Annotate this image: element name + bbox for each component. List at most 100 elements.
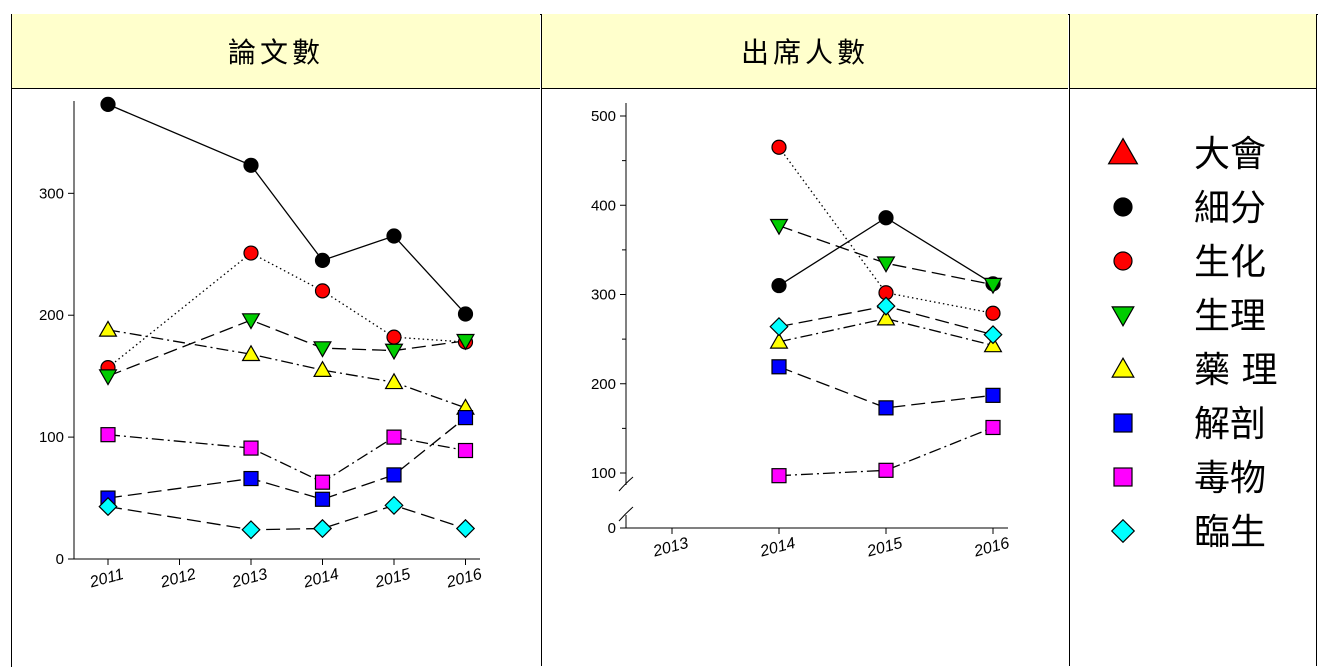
data-point-生化: [771, 139, 787, 155]
papers-chart: 0 100 200 300 2011 2012 2013 2014 2015 2016: [39, 96, 484, 592]
data-point-生化: [243, 245, 259, 261]
legend-marker: [1111, 306, 1135, 328]
data-point-解剖: [771, 359, 787, 375]
x-tick-label: 2015: [372, 566, 412, 592]
series-line-毒物: [107, 434, 466, 483]
legend-item: 臨生: [1110, 512, 1266, 553]
series-line-解剖: [107, 417, 466, 500]
legend-marker: [1113, 413, 1133, 433]
series-line-臨生: [107, 504, 466, 531]
series-line-細分: [107, 103, 466, 315]
data-point-臨生: [241, 520, 261, 540]
x-tick-label: 2011: [87, 566, 126, 592]
y-tick-label: 100: [39, 429, 64, 446]
data-point-毒物: [878, 462, 894, 478]
legend-label: 臨生: [1194, 512, 1266, 553]
data-point-細分: [386, 228, 402, 244]
header-legend: [1070, 14, 1316, 89]
legend-marker: [1107, 137, 1139, 165]
data-point-毒物: [100, 427, 116, 443]
data-point-臨生: [876, 296, 896, 316]
data-point-藥理: [384, 372, 404, 390]
series-line-生理: [107, 319, 466, 377]
y-tick-label: 0: [56, 551, 64, 568]
data-point-生化: [386, 329, 402, 345]
data-point-細分: [314, 252, 331, 268]
data-point-細分: [878, 210, 894, 226]
data-point-生理: [384, 343, 404, 361]
y-tick-label: 300: [39, 185, 64, 202]
header-papers: 論文數: [12, 14, 540, 89]
x-tick-label: 2012: [158, 566, 198, 592]
data-point-藥理: [769, 332, 789, 349]
data-point-解剖: [878, 400, 894, 416]
data-point-毒物: [457, 442, 474, 459]
axis-break-mark: [618, 506, 634, 522]
x-tick-label: 2016: [444, 566, 484, 592]
data-point-生化: [985, 305, 1001, 321]
data-point-毒物: [985, 419, 1001, 436]
legend-label: 生化: [1194, 242, 1266, 283]
legend-label: 生理: [1194, 296, 1266, 337]
legend-item: 細分: [1113, 188, 1266, 229]
legend-marker: [1111, 356, 1135, 378]
series-line-藥理: [107, 329, 466, 409]
data-point-生化: [314, 283, 331, 299]
data-point-藥理: [313, 360, 332, 377]
data-point-生理: [456, 333, 475, 351]
data-point-臨生: [455, 518, 476, 539]
data-point-生理: [769, 218, 789, 236]
legend-item: 生理: [1111, 296, 1266, 337]
series-line-細分: [778, 216, 994, 287]
data-point-藥理: [241, 344, 261, 362]
data-point-細分: [243, 157, 259, 173]
legend-item: 生化: [1113, 242, 1266, 283]
data-point-毒物: [314, 474, 331, 490]
legend-item: 毒物: [1113, 458, 1266, 499]
legend-item: 解剖: [1113, 404, 1266, 445]
data-point-毒物: [386, 429, 402, 445]
table-right-border: [1316, 14, 1317, 666]
x-tick-label: 2016: [971, 535, 1011, 561]
column-divider: [1069, 14, 1070, 666]
data-point-臨生: [384, 495, 404, 515]
data-point-解剖: [243, 470, 259, 487]
axis-break-mark: [618, 476, 634, 492]
data-point-臨生: [769, 317, 789, 337]
data-point-臨生: [983, 325, 1003, 345]
legend-label: 解剖: [1194, 404, 1266, 445]
data-point-生理: [98, 369, 118, 386]
data-point-解剖: [314, 491, 331, 507]
x-tick-label: 2014: [757, 535, 797, 561]
y-tick-label: 200: [39, 307, 64, 324]
x-tick-label: 2014: [301, 566, 341, 592]
data-point-生理: [983, 277, 1003, 295]
data-point-毒物: [243, 440, 259, 456]
legend-label: 細分: [1194, 188, 1266, 229]
data-point-細分: [457, 306, 474, 322]
data-point-細分: [100, 96, 116, 112]
axis-break-gap: [620, 485, 632, 515]
data-point-解剖: [985, 387, 1001, 403]
legend-item: 大會: [1107, 134, 1266, 175]
data-point-細分: [771, 277, 787, 294]
legend-label: 大會: [1194, 134, 1266, 175]
series-line-生理: [778, 225, 994, 286]
legend-item: 藥 理: [1111, 350, 1277, 391]
x-tick-label: 2013: [650, 535, 690, 561]
data-point-解剖: [386, 467, 402, 483]
legend-marker: [1113, 467, 1133, 487]
y-tick-label: 500: [591, 108, 616, 125]
data-point-解剖: [457, 410, 474, 426]
data-point-生理: [313, 341, 332, 358]
legend-marker: [1113, 251, 1133, 271]
data-point-臨生: [98, 496, 118, 517]
data-point-藥理: [983, 335, 1003, 353]
legend-marker: [1110, 518, 1136, 544]
y-tick-label: 100: [591, 465, 616, 482]
data-point-藥理: [98, 320, 118, 337]
series-line-生化: [107, 252, 466, 369]
column-divider: [541, 14, 542, 666]
series-line-藥理: [778, 317, 994, 347]
